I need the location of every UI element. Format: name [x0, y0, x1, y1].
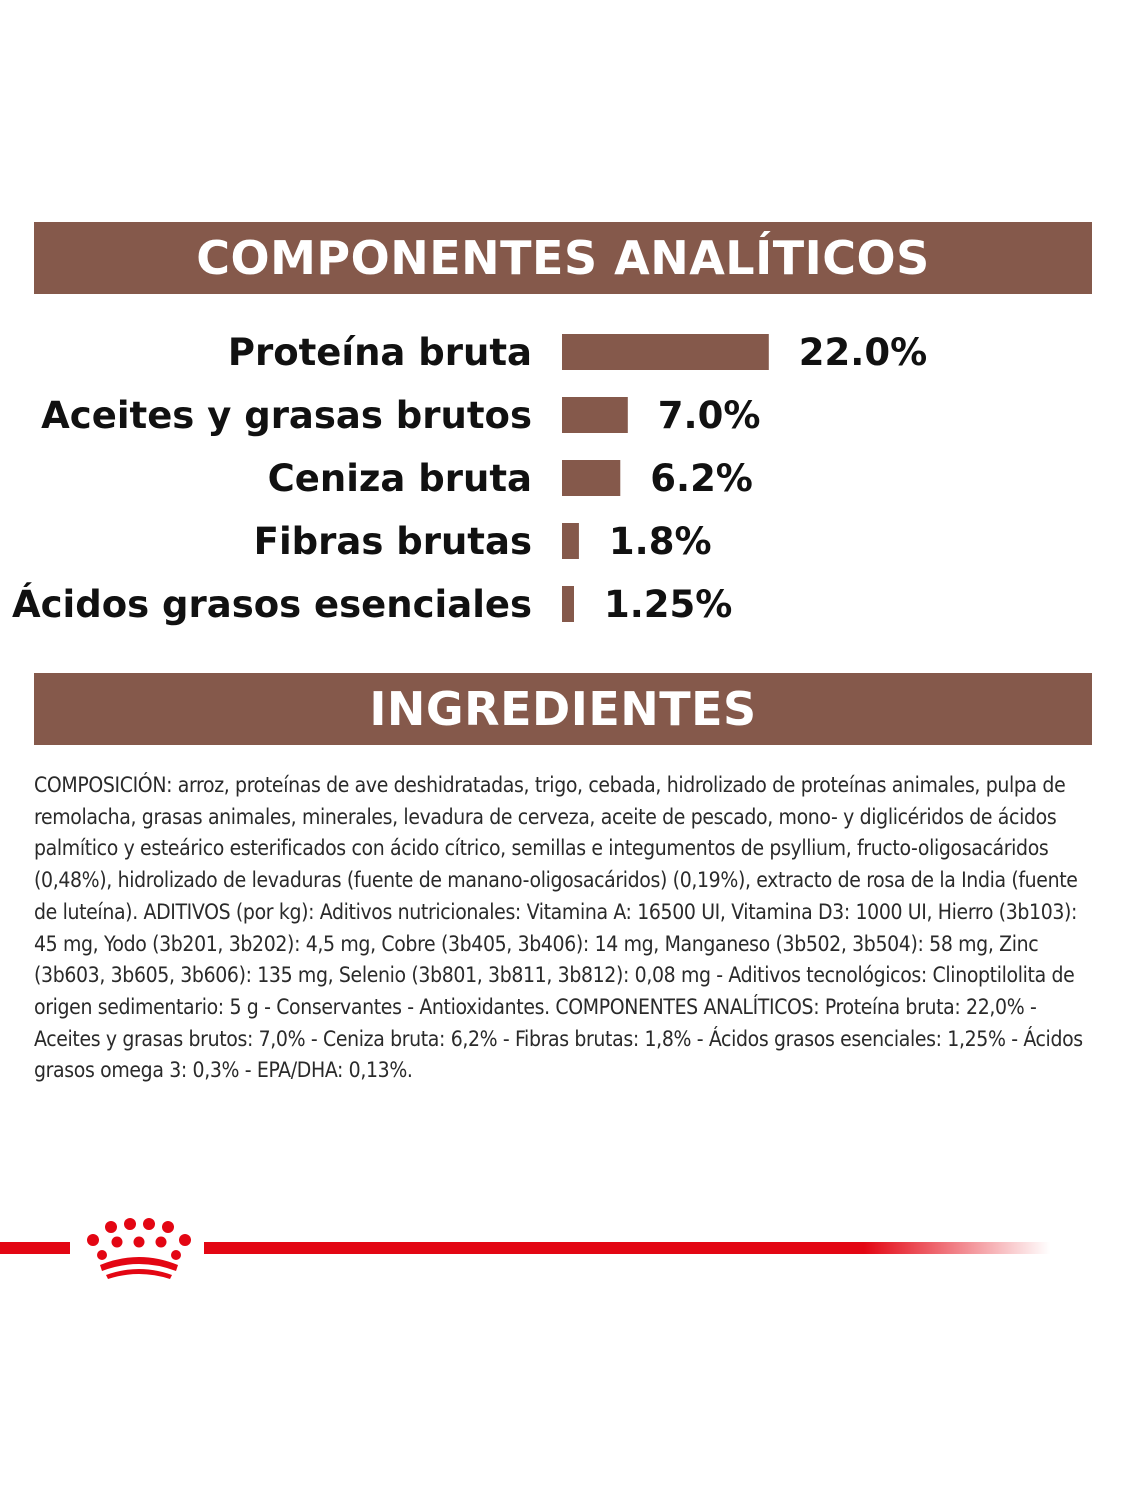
crown-icon — [87, 1218, 191, 1279]
bar — [562, 523, 579, 559]
brand-footer-bar — [0, 1218, 1050, 1279]
bar — [562, 397, 628, 433]
value-label: 6.2% — [650, 457, 753, 500]
brand-line-right — [204, 1242, 1050, 1254]
bar — [562, 334, 769, 370]
brand-line-left — [0, 1242, 70, 1254]
analytical-components-banner: COMPONENTES ANALÍTICOS — [34, 222, 1092, 294]
analytical-components-title: COMPONENTES ANALÍTICOS — [196, 231, 930, 285]
category-label: Aceites y grasas brutos — [41, 394, 532, 437]
analytical-bar-chart: Proteína bruta 22.0% Aceites y grasas brut… — [12, 331, 927, 626]
category-label: Ácidos grasos esenciales — [12, 582, 532, 626]
ingredients-text: COMPOSICIÓN: arroz, proteínas de ave des… — [34, 773, 1083, 1083]
value-label: 1.25% — [604, 583, 732, 626]
value-label: 1.8% — [609, 520, 712, 563]
ingredients-title: INGREDIENTES — [369, 682, 757, 736]
value-label: 7.0% — [658, 394, 761, 437]
category-label: Proteína bruta — [228, 331, 532, 374]
category-label: Fibras brutas — [254, 520, 532, 563]
category-label: Ceniza bruta — [268, 457, 532, 500]
value-label: 22.0% — [799, 331, 927, 374]
bar — [562, 586, 574, 622]
ingredients-banner: INGREDIENTES — [34, 673, 1092, 745]
bar — [562, 460, 621, 496]
